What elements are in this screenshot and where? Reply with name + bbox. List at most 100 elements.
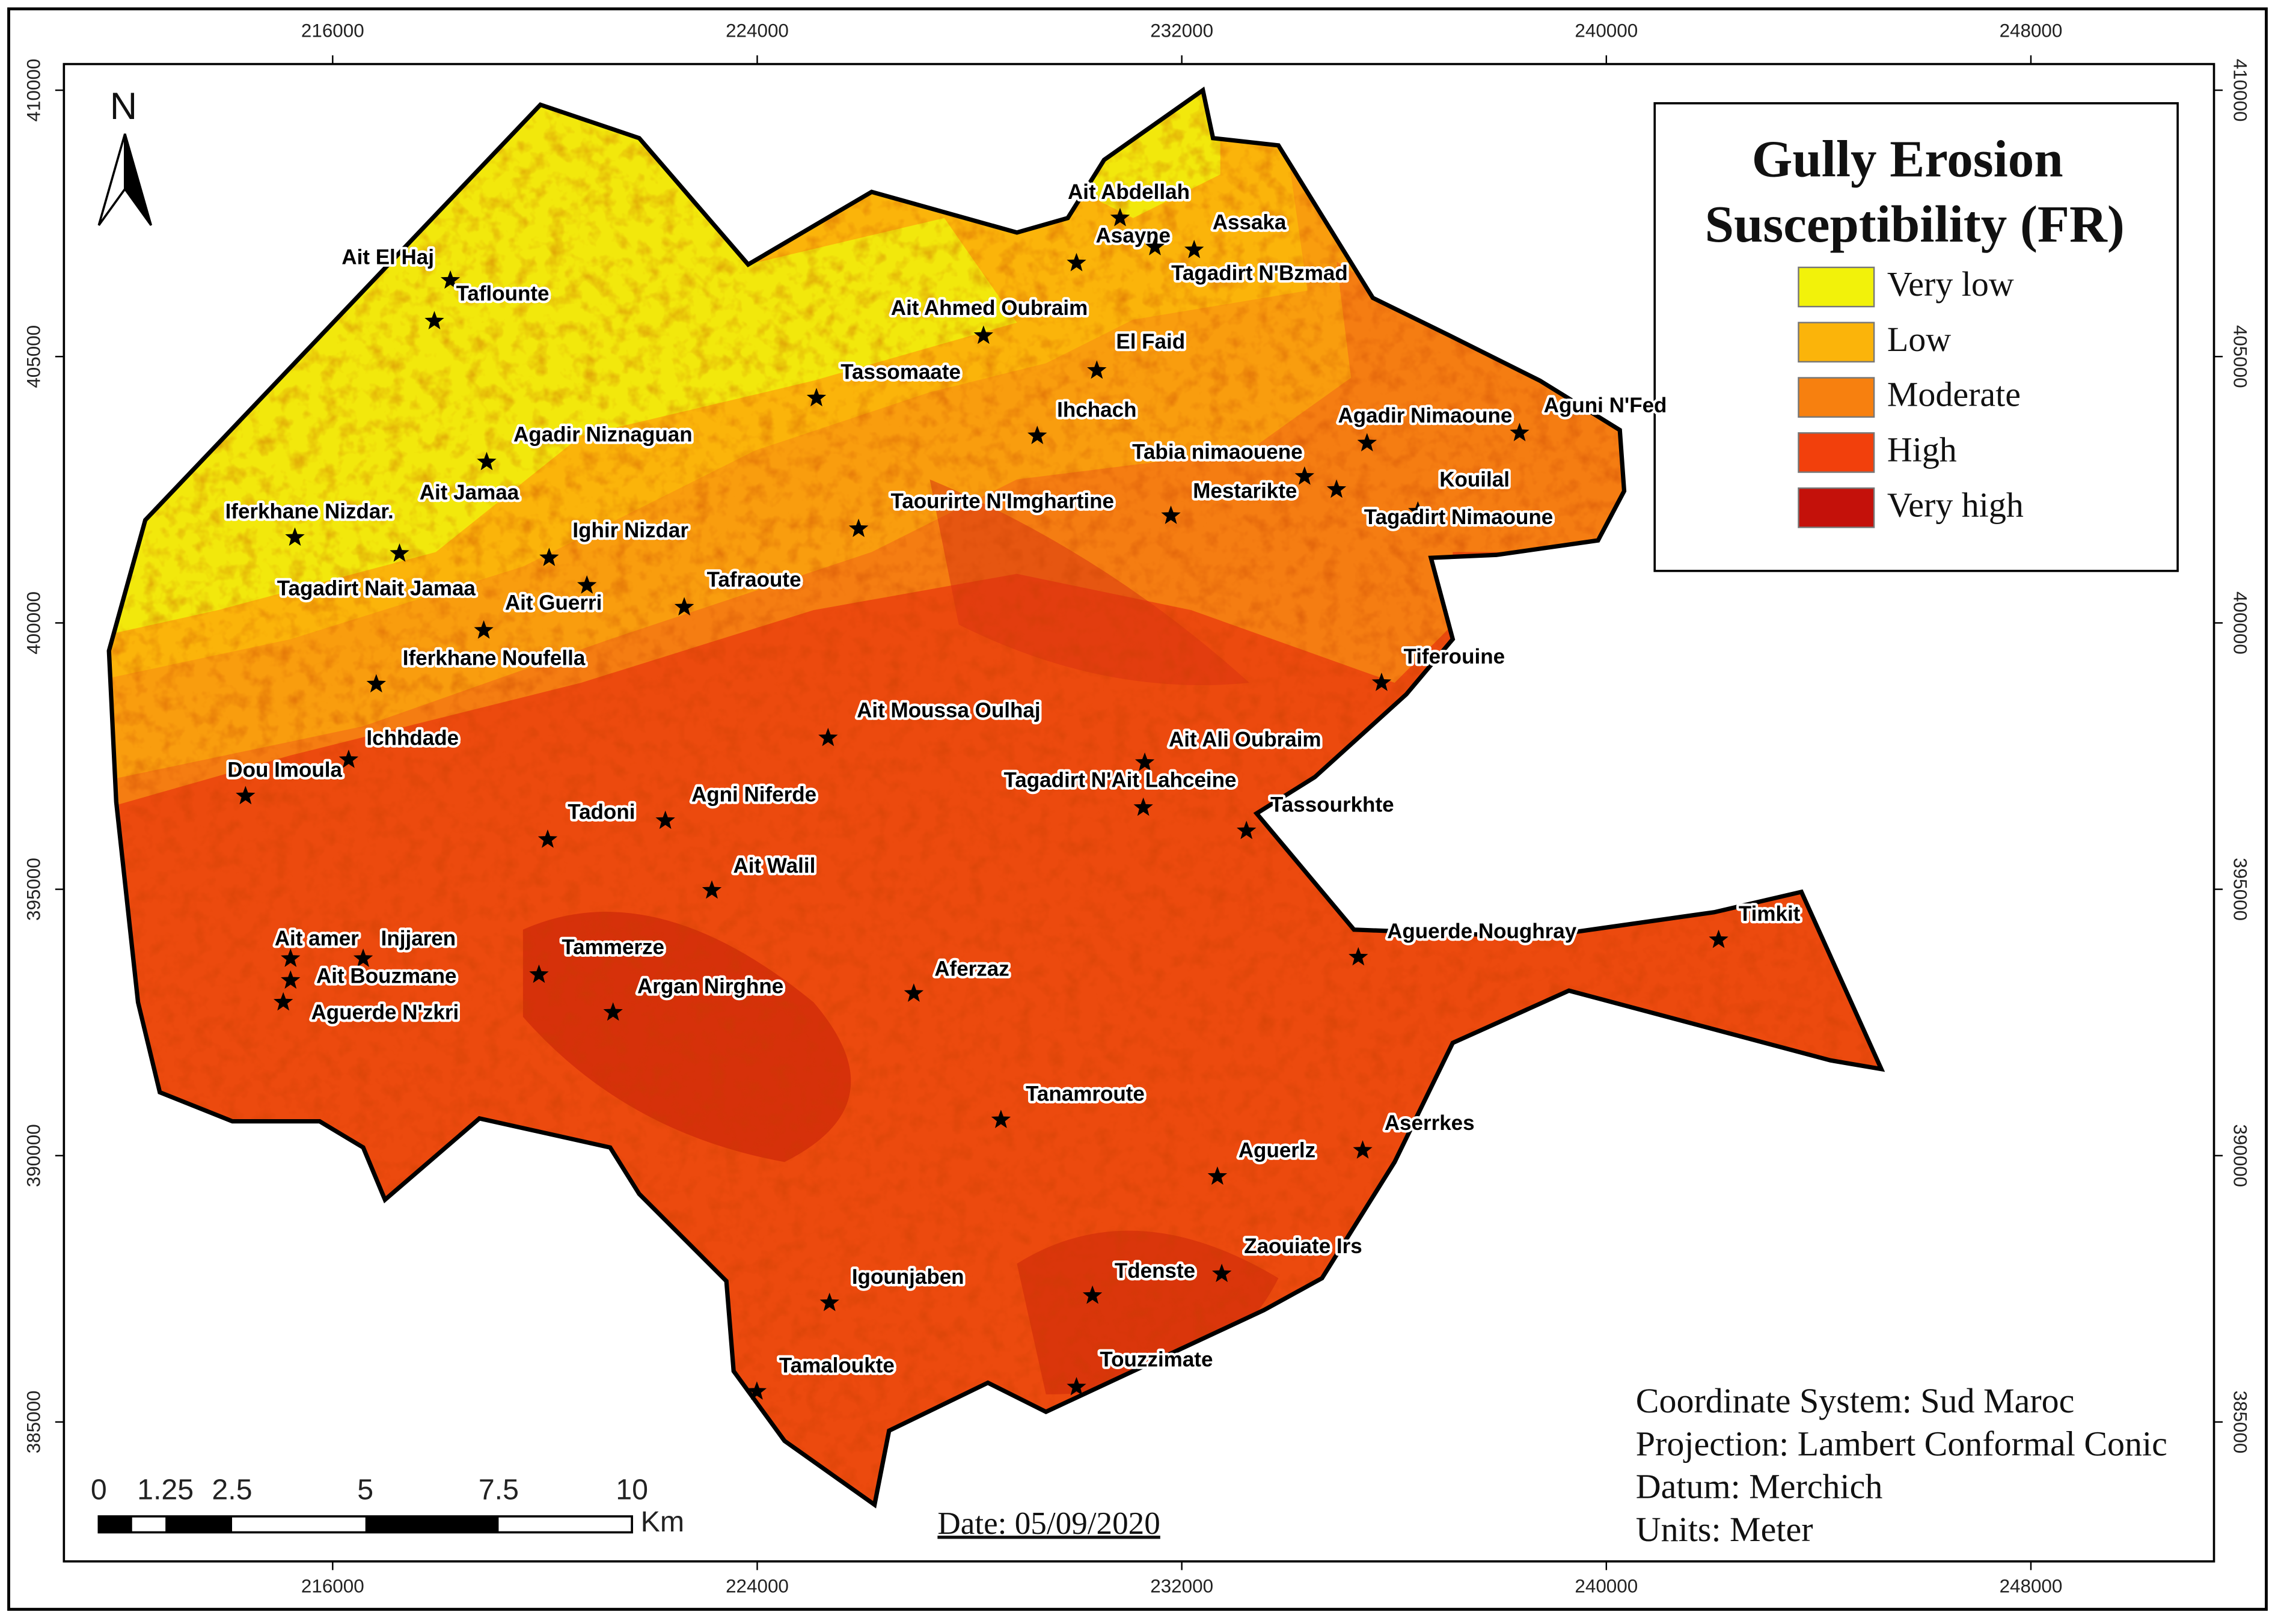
place-label: Ait Guerri — [505, 591, 602, 615]
y-tick-label: 390000 — [23, 1124, 44, 1187]
place-marker — [1110, 207, 1130, 227]
place-marker — [702, 880, 722, 899]
place-label: Tassomaate — [840, 361, 961, 384]
place-label: Dou Imoula — [227, 759, 342, 782]
map-date: Date: 05/09/2020 — [937, 1506, 1160, 1541]
place-label: Iferkhane Noufella — [403, 647, 586, 670]
x-tick-label: 216000 — [301, 1576, 364, 1597]
place-marker — [1082, 1285, 1103, 1304]
place-marker — [273, 992, 293, 1011]
place-label: Injjaren — [381, 927, 456, 950]
x-tick-label: 240000 — [1575, 20, 1638, 41]
info-line: Coordinate System: Sud Maroc — [1636, 1381, 2075, 1420]
info-line: Units: Meter — [1636, 1510, 1813, 1549]
place-marker — [281, 970, 301, 989]
info-block: Coordinate System: Sud Maroc Projection: … — [1636, 1381, 2167, 1549]
place-label: Agadir Niznaguan — [513, 423, 693, 446]
info-line: Datum: Merchich — [1636, 1467, 1883, 1506]
place-label: Aguni N'Fed — [1544, 394, 1667, 417]
y-tick-label: 405000 — [2229, 325, 2250, 388]
place-marker — [1709, 929, 1728, 948]
scale-bar-label: 5 — [357, 1474, 373, 1506]
legend-title: Susceptibility (FR) — [1705, 195, 2125, 253]
legend-label: High — [1887, 430, 1957, 469]
place-marker — [424, 311, 444, 330]
place-marker — [1371, 673, 1392, 691]
place-marker — [1145, 237, 1165, 255]
place-label: Aguerlz — [1239, 1139, 1315, 1162]
place-marker — [281, 948, 301, 967]
scale-bar-label: 0 — [91, 1474, 107, 1506]
y-tick-label: 400000 — [23, 591, 44, 655]
legend-swatch — [1798, 266, 1875, 308]
place-marker — [848, 518, 869, 537]
place-marker — [537, 829, 558, 848]
legend-label: Low — [1887, 320, 1951, 359]
place-label: Ait Abdellah — [1068, 180, 1190, 204]
north-arrow: N — [97, 85, 153, 226]
place-label: Tabia nimaouene — [1132, 440, 1302, 463]
scale-bar-unit: Km — [641, 1506, 684, 1538]
north-arrow-right — [123, 133, 153, 226]
place-label: Ait Bouzmane — [316, 965, 456, 988]
legend-swatch — [1798, 432, 1875, 473]
x-tick-label: 248000 — [2000, 1576, 2063, 1597]
x-tick-label: 224000 — [726, 1576, 789, 1597]
place-label: Tanamroute — [1026, 1082, 1145, 1105]
x-tick-label: 216000 — [301, 20, 364, 41]
place-marker — [655, 810, 675, 829]
y-tick-label: 405000 — [23, 325, 44, 388]
place-marker — [747, 1381, 767, 1400]
scale-bar-segment — [165, 1516, 233, 1533]
legend-label: Very low — [1887, 264, 2014, 304]
place-marker — [236, 786, 256, 805]
scale-bar-label: 7.5 — [479, 1474, 519, 1506]
place-label: Ighir Nizdar — [572, 519, 688, 542]
place-label: Aguerde N'zkri — [311, 1001, 459, 1024]
x-tick-label: 240000 — [1575, 1576, 1638, 1597]
place-marker — [353, 948, 373, 967]
north-label: N — [110, 85, 137, 127]
place-label: Tiferouine — [1403, 645, 1505, 668]
legend-label: Very high — [1887, 485, 2024, 524]
y-tick-label: 395000 — [23, 858, 44, 921]
place-label: Kouilal — [1439, 468, 1510, 491]
place-label: Timkit — [1739, 902, 1801, 926]
y-tick-label: 395000 — [2229, 858, 2250, 921]
scale-bar-segment — [365, 1516, 499, 1533]
place-marker — [1067, 1376, 1086, 1396]
place-label: Tassourkhte — [1270, 793, 1394, 817]
place-marker — [338, 749, 359, 768]
place-marker — [529, 964, 549, 983]
place-marker — [1326, 479, 1347, 498]
place-label: Aferzaz — [934, 957, 1009, 981]
place-label: Ait Ahmed Oubraim — [891, 296, 1088, 320]
legend-swatch — [1798, 377, 1875, 418]
place-label: Taflounte — [456, 282, 550, 305]
place-marker — [1357, 433, 1377, 452]
legend: Gully Erosion Susceptibility (FR) Very l… — [1653, 102, 2179, 572]
place-marker — [1067, 252, 1086, 272]
place-label: Ait Walil — [733, 854, 815, 878]
place-label: Tamaloukte — [779, 1354, 895, 1377]
scale-bar-label: 2.5 — [212, 1474, 252, 1506]
place-marker — [818, 727, 838, 746]
legend-box — [1653, 102, 2179, 572]
place-label: Tagadirt Nait Jamaa — [277, 577, 476, 600]
legend-label: Moderate — [1887, 375, 2021, 414]
place-marker — [390, 543, 409, 562]
map-frame — [63, 63, 2215, 1563]
x-tick-label: 232000 — [1150, 20, 1213, 41]
outer-frame — [7, 7, 2268, 1611]
x-tick-label: 232000 — [1150, 1576, 1213, 1597]
place-label: Agadir Nimaoune — [1338, 404, 1512, 427]
y-tick-label: 385000 — [2229, 1390, 2250, 1453]
place-label: Touzzimate — [1100, 1348, 1213, 1372]
place-label: Ihchach — [1057, 398, 1136, 421]
place-marker — [1134, 752, 1155, 771]
place-marker — [1294, 466, 1315, 485]
place-label: Agni Niferde — [691, 783, 816, 807]
place-label: Tdenste — [1115, 1259, 1195, 1283]
place-marker — [904, 983, 924, 1002]
place-marker — [1237, 820, 1257, 840]
